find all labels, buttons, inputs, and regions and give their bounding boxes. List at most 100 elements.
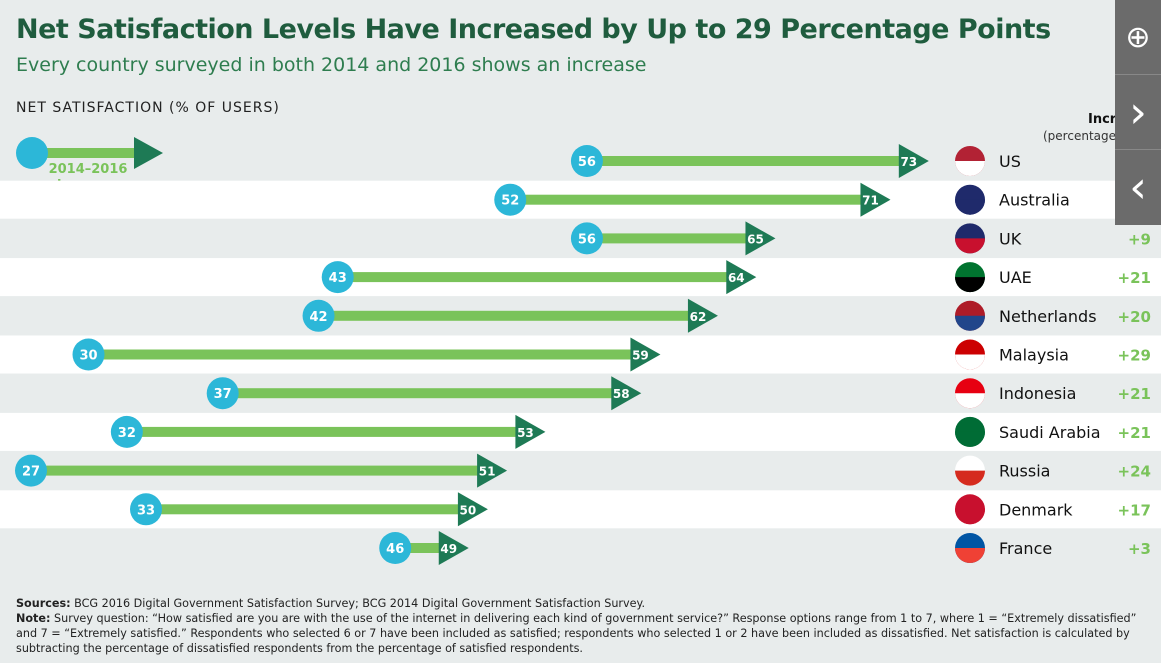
start-marker — [570, 145, 603, 177]
chevron-right-icon: › — [1129, 86, 1147, 138]
note-label: Note: — [16, 612, 51, 625]
start-marker — [379, 532, 412, 564]
bar-line — [318, 310, 702, 321]
bar-line — [222, 388, 626, 399]
flag-icon — [955, 354, 985, 370]
increase-value: +3 — [1128, 540, 1151, 558]
country-label: Russia — [999, 462, 1050, 481]
start-marker — [15, 454, 47, 487]
country-label: Netherlands — [999, 307, 1097, 326]
end-value-label: 59 — [632, 349, 649, 363]
increase-value: +21 — [1118, 385, 1151, 403]
country-label: France — [999, 539, 1052, 558]
bar-line — [395, 543, 453, 553]
end-marker — [630, 337, 661, 372]
increase-subheader: (percentage p — [1043, 129, 1128, 143]
increase-value: +21 — [1118, 424, 1151, 442]
increase-header: Incr — [1088, 112, 1117, 127]
end-value-label: 58 — [613, 387, 630, 401]
country-label: Malaysia — [999, 346, 1069, 365]
start-value-label: 37 — [214, 387, 232, 402]
flag-icon — [955, 277, 985, 293]
start-marker — [72, 338, 105, 371]
start-marker — [206, 377, 239, 410]
start-marker — [302, 299, 335, 332]
end-value-label: 53 — [517, 426, 534, 440]
country-label: Denmark — [999, 500, 1073, 519]
increase-value: +21 — [1118, 269, 1151, 287]
end-marker — [438, 531, 469, 565]
footnotes: Sources: BCG 2016 Digital Government Sat… — [16, 596, 1151, 656]
increase-value: +29 — [1118, 347, 1151, 365]
previous-button[interactable]: ‹ — [1115, 150, 1161, 224]
start-marker — [494, 183, 527, 216]
start-value-label: 56 — [578, 155, 596, 170]
legend-start-marker — [16, 137, 48, 169]
country-label: Australia — [999, 191, 1070, 210]
country-label: UAE — [999, 268, 1032, 287]
flag-icon — [955, 315, 985, 331]
legend-end-marker — [134, 137, 163, 169]
increase-value: +24 — [1118, 463, 1151, 481]
country-label: Saudi Arabia — [999, 423, 1101, 442]
bar-line — [586, 233, 760, 244]
start-value-label: 52 — [501, 194, 519, 209]
chevron-left-icon: ‹ — [1129, 161, 1147, 213]
start-value-label: 46 — [386, 542, 404, 557]
end-marker — [611, 376, 642, 411]
axis-label: NET SATISFACTION (% OF USERS) — [16, 100, 280, 116]
start-value-label: 30 — [79, 349, 97, 364]
sources-text: BCG 2016 Digital Government Satisfaction… — [70, 597, 646, 610]
end-marker — [687, 298, 718, 333]
side-panel: ⊕ › ‹ — [1115, 0, 1161, 225]
start-value-label: 33 — [137, 503, 155, 518]
start-value-label: 27 — [22, 465, 40, 480]
end-marker — [515, 414, 546, 449]
end-value-label: 51 — [479, 465, 496, 479]
start-marker — [130, 493, 163, 526]
country-label: UK — [999, 229, 1022, 248]
bar-line — [146, 504, 472, 515]
start-marker — [570, 222, 603, 255]
end-value-label: 71 — [862, 194, 879, 208]
end-marker — [860, 182, 891, 217]
flag-icon — [955, 393, 985, 409]
flag-icon — [955, 509, 985, 525]
end-marker — [477, 453, 508, 488]
start-value-label: 32 — [118, 426, 136, 441]
country-label: US — [999, 152, 1021, 171]
chart-subtitle: Every country surveyed in both 2014 and … — [16, 54, 647, 76]
end-value-label: 73 — [900, 155, 917, 169]
end-value-label: 65 — [747, 232, 764, 246]
chart: 2014–2016increase5673US5271Australia5665… — [0, 137, 1161, 565]
increase-value: +20 — [1118, 308, 1151, 326]
legend-label: 2014–2016 — [49, 162, 128, 177]
next-button[interactable]: › — [1115, 75, 1161, 150]
flag-icon — [955, 548, 985, 563]
start-marker — [110, 415, 143, 448]
end-marker — [726, 260, 757, 295]
bar-line — [126, 426, 530, 437]
flag-icon — [955, 199, 985, 215]
end-value-label: 64 — [728, 271, 745, 285]
legend-line — [31, 148, 141, 158]
start-value-label: 56 — [578, 232, 596, 247]
end-marker — [745, 221, 776, 256]
note-text: Survey question: “How satisfied are you … — [16, 612, 1137, 655]
country-label: Indonesia — [999, 384, 1076, 403]
start-value-label: 42 — [310, 310, 328, 325]
start-value-label: 43 — [329, 271, 347, 286]
bar-line — [88, 349, 645, 360]
zoom-in-button[interactable]: ⊕ — [1115, 0, 1161, 75]
zoom-in-icon: ⊕ — [1125, 19, 1151, 55]
chart-title: Net Satisfaction Levels Have Increased b… — [16, 14, 1051, 45]
start-marker — [321, 261, 354, 294]
sources-label: Sources: — [16, 597, 71, 610]
flag-icon — [955, 431, 985, 447]
bar-line — [31, 465, 492, 476]
flag-icon — [955, 470, 985, 486]
bar-line — [586, 156, 913, 166]
bar-line — [510, 194, 875, 205]
end-value-label: 62 — [690, 310, 707, 324]
increase-value: +9 — [1128, 230, 1151, 248]
